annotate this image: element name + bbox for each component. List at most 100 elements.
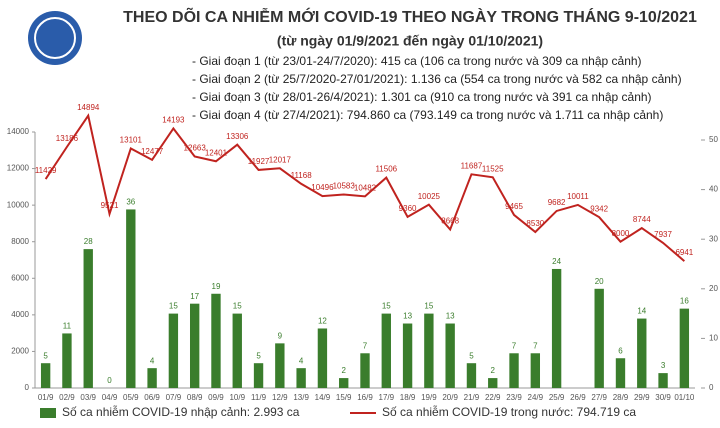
info-line: - Giai đoạn 1 (từ 23/01-24/7/2020): 415 …	[192, 54, 642, 68]
x-tick-label: 03/9	[80, 393, 96, 402]
bar	[594, 288, 604, 388]
bar	[445, 323, 455, 388]
bar-label: 14	[637, 307, 646, 316]
bar-label: 3	[661, 361, 666, 370]
logo-ring	[34, 17, 76, 59]
chart-subtitle: (từ ngày 01/9/2021 đến ngày 01/10/2021)	[277, 33, 543, 49]
x-tick-label: 30/9	[655, 393, 671, 402]
line-label: 12663	[184, 144, 207, 153]
x-tick-label: 18/9	[400, 393, 416, 402]
y2-tick-label: 10	[709, 334, 718, 343]
line-label: 13101	[120, 136, 143, 145]
line-label: 10011	[567, 192, 589, 201]
x-tick-label: 15/9	[336, 393, 352, 402]
bar	[658, 373, 668, 388]
bar	[551, 268, 562, 388]
line-label: 8668	[441, 217, 459, 226]
line-label: 11506	[375, 165, 397, 174]
bar	[615, 358, 626, 388]
bar	[147, 368, 157, 388]
line-label: 9360	[399, 204, 417, 213]
y2-tick-label: 30	[709, 234, 718, 243]
y2-tick-label: 0	[709, 383, 714, 392]
bar	[317, 328, 328, 388]
bar-label: 15	[382, 302, 391, 311]
line-label: 11687	[461, 161, 483, 170]
x-tick-label: 19/9	[421, 393, 437, 402]
y2-tick-label: 50	[709, 135, 718, 144]
y-tick-label: 8000	[11, 237, 29, 246]
logo	[28, 11, 82, 65]
bar-label: 0	[107, 376, 112, 385]
x-tick-label: 17/9	[379, 393, 395, 402]
bar-label: 19	[212, 282, 221, 291]
line-label: 12477	[141, 147, 164, 156]
bar-label: 16	[680, 297, 689, 306]
x-tick-label: 25/9	[549, 393, 565, 402]
bar	[637, 318, 647, 388]
line-label: 9521	[101, 201, 119, 210]
line-label: 11429	[35, 166, 57, 175]
line-label: 7937	[654, 230, 672, 239]
bar	[360, 353, 370, 388]
bar-label: 9	[278, 331, 283, 340]
line-label: 10496	[311, 183, 334, 192]
bar	[62, 333, 72, 388]
line-label: 9465	[505, 202, 523, 211]
bar	[488, 378, 498, 388]
x-tick-label: 29/9	[634, 393, 650, 402]
legend-label: Số ca nhiễm COVID-19 nhập cảnh: 2.993 ca	[62, 404, 300, 419]
legend-label: Số ca nhiễm COVID-19 trong nước: 794.719…	[382, 404, 636, 419]
y-tick-label: 0	[25, 383, 30, 392]
x-tick-label: 11/9	[251, 393, 267, 402]
bar	[679, 308, 690, 388]
line-label: 9342	[590, 204, 608, 213]
y-tick-label: 4000	[11, 310, 29, 319]
line-label: 8530	[526, 219, 544, 228]
bar-label: 5	[469, 351, 474, 360]
line-label: 6941	[675, 248, 693, 257]
line-label: 9682	[548, 198, 566, 207]
line-label: 12401	[205, 148, 228, 157]
bar-label: 17	[190, 292, 199, 301]
x-tick-label: 12/9	[272, 393, 288, 402]
x-tick-label: 28/9	[613, 393, 629, 402]
info-line: - Giai đoạn 4 (từ 27/4/2021): 794.860 ca…	[192, 108, 663, 122]
y-tick-label: 12000	[7, 164, 30, 173]
y2-tick-label: 20	[709, 284, 718, 293]
x-tick-label: 20/9	[442, 393, 458, 402]
y-tick-label: 2000	[11, 347, 29, 356]
bar	[189, 303, 200, 388]
bar	[339, 378, 349, 388]
x-tick-label: 14/9	[315, 393, 331, 402]
x-tick-label: 23/9	[506, 393, 522, 402]
line	[44, 113, 686, 262]
x-tick-label: 05/9	[123, 393, 139, 402]
line-label: 14193	[162, 116, 185, 125]
y-tick-label: 10000	[7, 200, 30, 209]
x-tick-label: 24/9	[528, 393, 544, 402]
chart-title: THEO DÕI CA NHIỄM MỚI COVID-19 THEO NGÀY…	[123, 6, 697, 26]
bar	[211, 293, 221, 388]
bar-label: 5	[256, 351, 261, 360]
line-label: 13186	[56, 134, 79, 143]
x-tick-label: 27/9	[591, 393, 607, 402]
bar	[253, 363, 264, 388]
x-tick-label: 02/9	[59, 393, 75, 402]
bar-label: 20	[595, 277, 604, 286]
line-label: 8744	[633, 215, 651, 224]
bar-label: 7	[363, 341, 368, 350]
bar-label: 11	[63, 322, 72, 331]
bar	[232, 313, 242, 388]
line-label: 13306	[226, 132, 249, 141]
bar-label: 2	[491, 366, 496, 375]
line-label: 14894	[77, 103, 100, 112]
bar	[466, 363, 477, 388]
y-tick-label: 14000	[7, 127, 30, 136]
bar-label: 6	[618, 346, 623, 355]
bar	[296, 368, 306, 388]
line-label: 11168	[291, 171, 313, 180]
bar-label: 36	[126, 198, 135, 207]
bar-label: 2	[341, 366, 346, 375]
info-line: - Giai đoạn 2 (từ 25/7/2020-27/01/2021):…	[192, 72, 682, 86]
